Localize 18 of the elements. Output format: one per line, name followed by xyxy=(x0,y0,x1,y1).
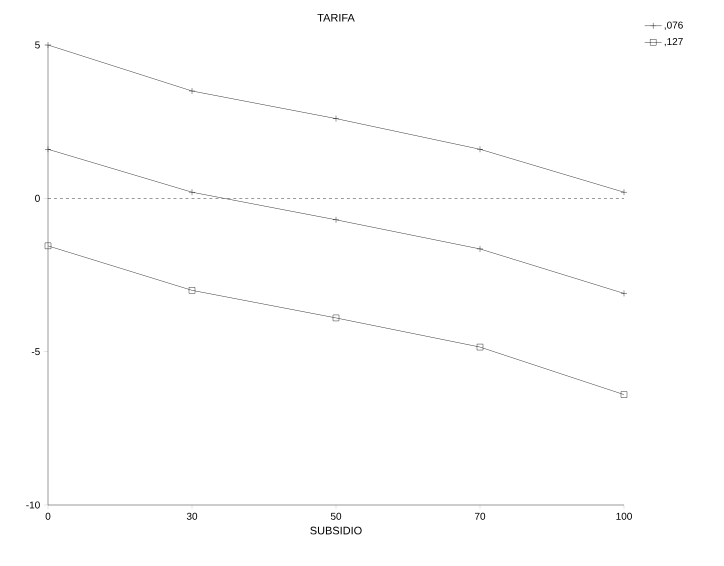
x-tick-label: 50 xyxy=(330,512,342,520)
x-axis-title: SUBSIDIO xyxy=(310,526,362,534)
point xyxy=(620,391,628,398)
y-tick-label: -10 xyxy=(26,501,40,509)
x-tick-label: 100 xyxy=(616,512,632,520)
point xyxy=(188,287,196,294)
legend-label: ,127 xyxy=(664,38,683,46)
point xyxy=(476,344,484,350)
y-tick-label: 5 xyxy=(35,42,40,48)
x-tick-label: 30 xyxy=(186,512,198,520)
point xyxy=(332,314,340,322)
y-tick-label: -5 xyxy=(32,348,40,356)
x-tick-label: 0 xyxy=(46,512,50,520)
point xyxy=(44,242,52,250)
chart-title: TARIFA xyxy=(317,14,355,22)
legend-label: ,076 xyxy=(664,22,683,30)
y-tick-label: 0 xyxy=(35,194,40,202)
x-tick-label: 70 xyxy=(474,512,486,520)
